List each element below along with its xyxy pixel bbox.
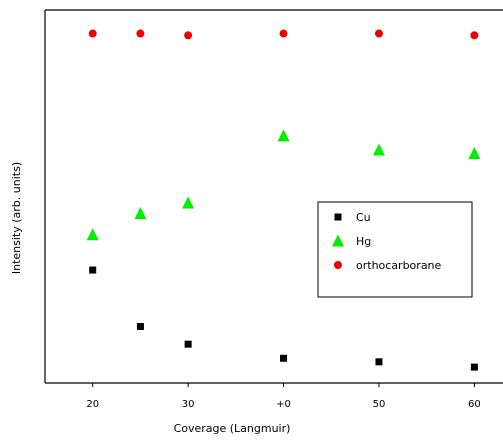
data-point (86, 228, 99, 241)
legend-box (317, 201, 473, 298)
x-tick-label: 50 (373, 399, 386, 410)
legend-label: orthocarborane (356, 259, 442, 272)
x-tick-label: 60 (468, 399, 481, 410)
legend-label: Hg (356, 235, 371, 248)
legend-marker (334, 261, 342, 269)
data-point (280, 354, 288, 362)
data-point (136, 323, 144, 331)
data-point (182, 196, 195, 209)
data-point (470, 363, 478, 371)
legend-label: Cu (356, 211, 371, 224)
data-point (134, 207, 147, 220)
data-point (184, 340, 192, 348)
data-point (374, 29, 383, 38)
data-point (375, 358, 383, 366)
series-cu (89, 266, 478, 371)
legend: Cu Hg orthocarborane (317, 201, 473, 298)
data-point (136, 29, 145, 38)
y-axis-title: Intensity (arb. units) (10, 162, 23, 274)
data-point (277, 129, 290, 142)
x-axis-title: Coverage (Langmuir) (174, 422, 291, 435)
data-point (372, 143, 385, 156)
data-point (468, 147, 481, 160)
legend-marker (334, 213, 342, 221)
data-point (88, 29, 97, 38)
data-marks (86, 29, 481, 371)
x-axis-ticks: 20 30 +0 50 60 (86, 383, 481, 410)
x-tick-label: 30 (182, 399, 195, 410)
data-point (184, 31, 193, 40)
x-tick-label: +0 (276, 399, 291, 410)
x-tick-label: 20 (86, 399, 99, 410)
series-hg (86, 129, 481, 241)
data-point (279, 29, 288, 38)
legend-marker (332, 234, 344, 247)
data-point (470, 31, 479, 40)
series-orthocarborane (88, 29, 479, 40)
plot-frame (44, 9, 503, 384)
data-point (89, 266, 97, 274)
